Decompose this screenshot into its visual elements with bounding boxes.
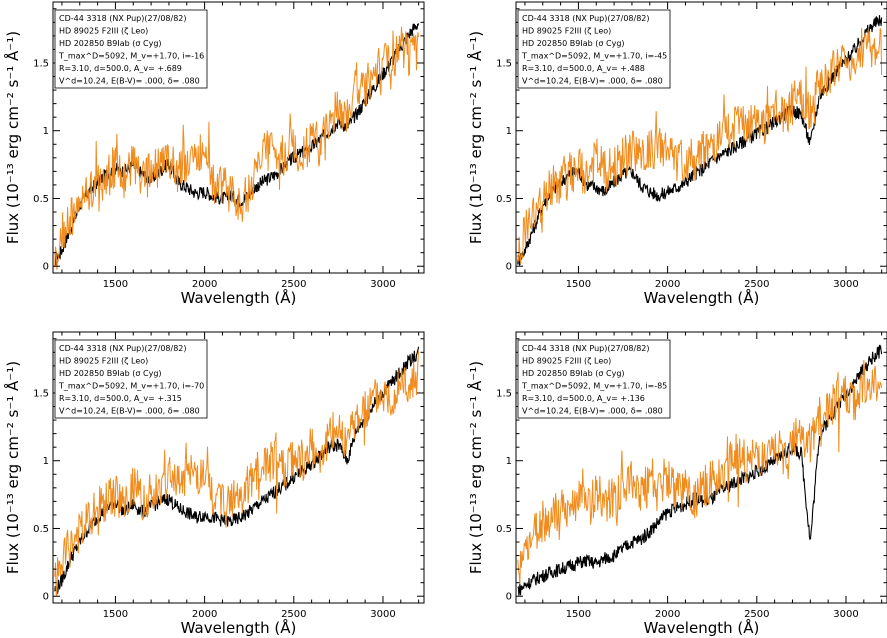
- y-tick-label: 0: [43, 592, 49, 603]
- plot-frame: [52, 331, 425, 604]
- y-tick-label: 1.5: [496, 58, 512, 69]
- x-tick-label: 2000: [655, 279, 680, 290]
- legend-line: CD-44 3318 (NX Pup)(27/08/82): [59, 344, 187, 353]
- y-tick-label: 1.5: [33, 58, 49, 69]
- legend-line: V^d=10.24, E(B-V)= .000, δ= .080: [522, 77, 663, 86]
- legend-line: V^d=10.24, E(B-V)= .000, δ= .080: [59, 77, 200, 86]
- spectrum-panel: 1500 2000 2500 3000 0 0.5 1 1.5 Wavelength (Å) Fl…: [466, 1, 887, 307]
- y-tick-label: 0.5: [496, 194, 512, 205]
- legend-box: CD-44 3318 (NX Pup)(27/08/82) HD 89025 F2…: [517, 339, 671, 419]
- y-tick-label: 0: [506, 262, 512, 273]
- y-tick-label: 0.5: [33, 194, 49, 205]
- y-axis-title: Flux (10⁻¹³ erg cm⁻² s⁻¹ Å⁻¹): [3, 361, 22, 574]
- x-tick-label: 1500: [566, 609, 591, 620]
- x-axis-title: Wavelength (Å): [644, 618, 760, 637]
- x-tick-label: 2500: [744, 609, 769, 620]
- spectrum-panel: 1500 2000 2500 3000 0 0.5 1 1.5 Wavelength (Å) Fl…: [3, 1, 425, 307]
- y-tick-label: 1: [43, 126, 49, 137]
- legend-line: HD 89025 F2III (ζ Leo): [522, 27, 611, 36]
- x-tick-label: 2500: [281, 279, 306, 290]
- legend-line: CD-44 3318 (NX Pup)(27/08/82): [522, 344, 650, 353]
- legend-line: T_max^D=5092, M_v=+1.70, i=-85: [521, 382, 667, 391]
- x-tick-label: 2500: [744, 279, 769, 290]
- legend-box: CD-44 3318 (NX Pup)(27/08/82) HD 89025 F2…: [54, 9, 208, 89]
- model-spectrum-line: [517, 28, 883, 265]
- legend-line: R=3.10, d=500.0, A_v= +.488: [522, 64, 645, 73]
- x-tick-label: 1500: [103, 609, 128, 620]
- legend-line: T_max^D=5092, M_v=+1.70, i=-16: [58, 52, 204, 61]
- y-axis-title: Flux (10⁻¹³ erg cm⁻² s⁻¹ Å⁻¹): [466, 361, 485, 574]
- x-tick-label: 3000: [370, 279, 395, 290]
- model-spectrum-line: [54, 350, 420, 597]
- spectrum-panel: 1500 2000 2500 3000 0 0.5 1 1.5 Wavelength (Å) Fl…: [466, 331, 887, 637]
- legend-line: HD 89025 F2III (ζ Leo): [59, 27, 148, 36]
- x-tick-label: 2500: [281, 609, 306, 620]
- x-tick-label: 1500: [103, 279, 128, 290]
- legend-line: R=3.10, d=500.0, A_v= +.689: [59, 64, 182, 73]
- legend-line: HD 202850 B9Iab (σ Cyg): [59, 39, 162, 48]
- x-axis-title: Wavelength (Å): [181, 618, 297, 637]
- x-tick-label: 2000: [655, 609, 680, 620]
- y-tick-label: 1.5: [33, 388, 49, 399]
- legend-line: HD 89025 F2III (ζ Leo): [59, 357, 148, 366]
- legend-line: V^d=10.24, E(B-V)= .000, δ= .080: [59, 407, 200, 416]
- x-tick-label: 3000: [370, 609, 395, 620]
- x-tick-label: 3000: [833, 279, 858, 290]
- legend-line: R=3.10, d=500.0, A_v= +.315: [59, 394, 182, 403]
- plot-frame: [52, 1, 425, 274]
- x-tick-label: 2000: [192, 279, 217, 290]
- y-axis-title: Flux (10⁻¹³ erg cm⁻² s⁻¹ Å⁻¹): [466, 31, 485, 244]
- y-tick-label: 1: [43, 456, 49, 467]
- legend-line: HD 89025 F2III (ζ Leo): [522, 357, 611, 366]
- legend-line: HD 202850 B9Iab (σ Cyg): [59, 369, 162, 378]
- x-axis-title: Wavelength (Å): [644, 288, 760, 307]
- x-axis-title: Wavelength (Å): [181, 288, 297, 307]
- plot-frame: [515, 1, 887, 274]
- y-tick-label: 0: [43, 262, 49, 273]
- legend-frame: [54, 9, 208, 89]
- legend-line: HD 202850 B9Iab (σ Cyg): [522, 369, 625, 378]
- y-axis-title: Flux (10⁻¹³ erg cm⁻² s⁻¹ Å⁻¹): [3, 31, 22, 244]
- legend-box: CD-44 3318 (NX Pup)(27/08/82) HD 89025 F2…: [54, 339, 208, 419]
- x-tick-label: 3000: [833, 609, 858, 620]
- legend-line: T_max^D=5092, M_v=+1.70, i=-45: [521, 52, 667, 61]
- legend-frame: [54, 339, 208, 419]
- model-spectrum-line: [54, 26, 420, 270]
- legend-line: HD 202850 B9Iab (σ Cyg): [522, 39, 625, 48]
- legend-line: T_max^D=5092, M_v=+1.70, i=-70: [58, 382, 204, 391]
- legend-line: V^d=10.24, E(B-V)= .000, δ= .080: [522, 407, 663, 416]
- x-tick-label: 1500: [566, 279, 591, 290]
- model-spectrum-line: [517, 359, 883, 584]
- legend-line: CD-44 3318 (NX Pup)(27/08/82): [522, 14, 650, 23]
- legend-line: CD-44 3318 (NX Pup)(27/08/82): [59, 14, 187, 23]
- y-tick-label: 0.5: [496, 524, 512, 535]
- legend-frame: [517, 9, 671, 89]
- x-tick-label: 2000: [192, 609, 217, 620]
- legend-frame: [517, 339, 671, 419]
- legend-line: R=3.10, d=500.0, A_v= +.136: [522, 394, 645, 403]
- y-tick-label: 0: [506, 592, 512, 603]
- spectrum-panel: 1500 2000 2500 3000 0 0.5 1 1.5 Wavelength (Å) Fl…: [3, 331, 425, 637]
- y-tick-label: 1: [506, 126, 512, 137]
- legend-box: CD-44 3318 (NX Pup)(27/08/82) HD 89025 F2…: [517, 9, 671, 89]
- plot-frame: [515, 331, 887, 604]
- y-tick-label: 0.5: [33, 524, 49, 535]
- y-tick-label: 1: [506, 456, 512, 467]
- y-tick-label: 1.5: [496, 388, 512, 399]
